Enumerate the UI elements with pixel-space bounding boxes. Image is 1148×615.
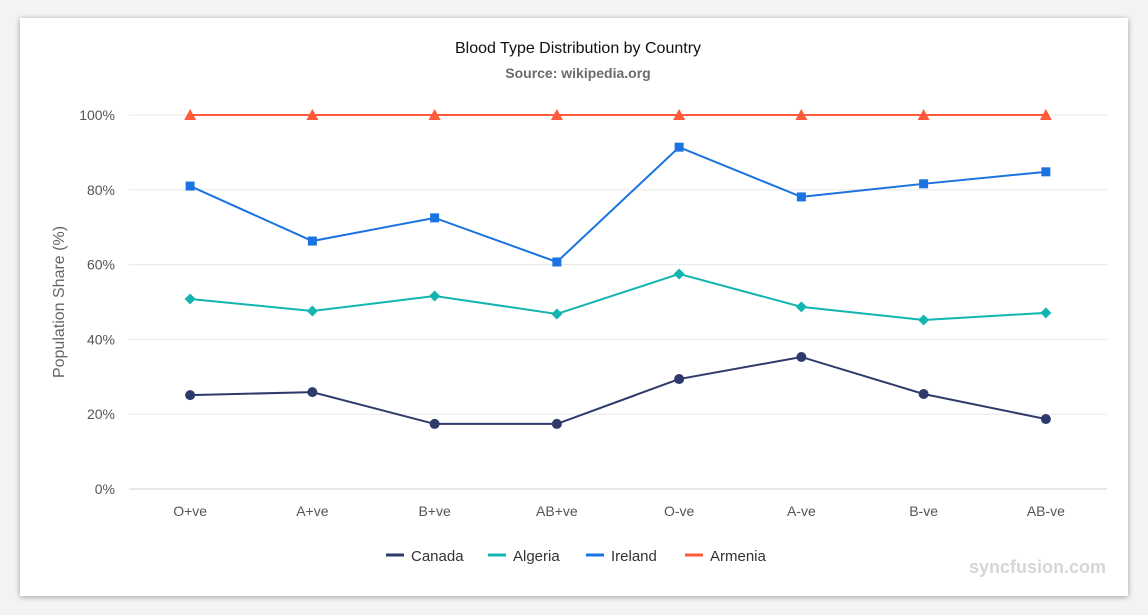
algeria-line: [190, 272, 1046, 321]
y-tick-label: 20%: [87, 406, 115, 422]
algeria-point: [429, 290, 441, 302]
x-tick-label: B-ve: [909, 503, 938, 519]
canada-point: [429, 418, 440, 429]
ireland-line: [189, 145, 1046, 264]
algeria-point: [918, 314, 930, 326]
algeria-point: [184, 293, 196, 305]
armenia-point: [917, 109, 930, 120]
ireland-point: [674, 142, 684, 152]
watermark: syncfusion.com: [969, 557, 1106, 577]
armenia-point: [795, 109, 808, 120]
canada-point: [185, 390, 196, 401]
ireland-point: [430, 213, 440, 223]
ireland-point: [1041, 167, 1051, 177]
legend-item: Algeria: [513, 548, 560, 565]
x-tick-label: O+ve: [173, 503, 207, 519]
y-tick-label: 80%: [87, 182, 115, 198]
armenia-point: [673, 109, 686, 120]
y-tick-label: 0%: [95, 481, 115, 497]
algeria-point: [673, 268, 685, 280]
canada-point: [1040, 414, 1051, 425]
legend-item: Canada: [411, 548, 464, 565]
canada-point: [674, 374, 685, 385]
legend-item: Armenia: [710, 548, 767, 565]
algeria-point: [551, 308, 563, 320]
y-tick-label: 40%: [87, 331, 115, 347]
y-tick-label: 100%: [79, 107, 115, 123]
canada-point: [307, 387, 318, 398]
x-tick-label: O-ve: [664, 503, 695, 519]
x-tick-label: B+ve: [418, 503, 451, 519]
x-tick-label: A+ve: [296, 503, 329, 519]
armenia-point: [1039, 109, 1052, 120]
canada-point: [551, 418, 562, 429]
ireland-point: [796, 192, 806, 202]
canada-point: [796, 351, 807, 362]
x-tick-label: AB+ve: [536, 503, 578, 519]
ireland-point: [552, 257, 562, 267]
y-axis-label: Population Share (%): [51, 226, 68, 378]
algeria-point: [795, 301, 807, 313]
ireland-point: [307, 236, 317, 246]
armenia-point: [550, 109, 563, 120]
canada-line: [190, 355, 1047, 425]
algeria-point: [306, 305, 318, 317]
ireland-point: [185, 181, 195, 191]
armenia-point: [306, 109, 319, 120]
canada-point: [918, 389, 929, 400]
armenia-point: [428, 109, 441, 120]
x-tick-label: A-ve: [787, 503, 816, 519]
armenia-point: [184, 109, 197, 120]
chart-title: Blood Type Distribution by Country: [455, 40, 701, 57]
ireland-point: [919, 179, 929, 189]
legend-item: Ireland: [611, 548, 657, 565]
chart-subtitle: Source: wikipedia.org: [505, 65, 650, 81]
algeria-point: [1040, 307, 1052, 319]
x-tick-label: AB-ve: [1027, 503, 1065, 519]
y-tick-label: 60%: [87, 257, 115, 273]
